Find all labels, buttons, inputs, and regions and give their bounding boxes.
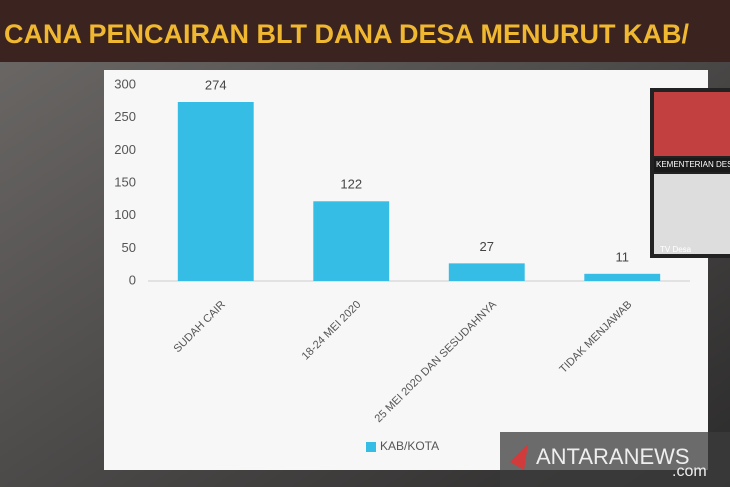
watermark-text: ANTARANEWS bbox=[536, 444, 690, 469]
value-label: 122 bbox=[340, 177, 362, 192]
value-label: 11 bbox=[616, 249, 630, 264]
inset-caption: KEMENTERIAN DES bbox=[656, 160, 730, 169]
inset-slide bbox=[654, 174, 730, 254]
bar bbox=[177, 101, 254, 281]
inset-channel: TV Desa bbox=[660, 245, 692, 254]
value-label: 27 bbox=[480, 239, 494, 254]
value-label: 274 bbox=[205, 77, 227, 92]
y-tick-label: 150 bbox=[114, 174, 136, 189]
legend-label: KAB/KOTA bbox=[380, 439, 439, 453]
inset-bar bbox=[654, 158, 730, 172]
y-tick-label: 0 bbox=[129, 272, 136, 287]
y-tick-label: 300 bbox=[114, 76, 136, 91]
watermark: ANTARANEWS .com bbox=[500, 432, 730, 487]
bar bbox=[448, 263, 525, 281]
watermark-logo bbox=[510, 444, 528, 470]
y-tick-label: 100 bbox=[114, 207, 136, 222]
inset-video: KEMENTERIAN DES TV Desa bbox=[650, 88, 730, 258]
bar bbox=[584, 273, 661, 281]
y-tick-label: 50 bbox=[122, 240, 136, 255]
watermark-suffix: .com bbox=[672, 463, 707, 480]
bar bbox=[313, 201, 390, 281]
y-tick-label: 250 bbox=[114, 109, 136, 124]
title-banner bbox=[0, 0, 730, 62]
y-tick-label: 200 bbox=[114, 142, 136, 157]
chart-title: CANA PENCAIRAN BLT DANA DESA MENURUT KAB… bbox=[4, 19, 689, 49]
watermark-box bbox=[500, 432, 730, 487]
legend-swatch bbox=[366, 442, 376, 452]
inset-image bbox=[654, 92, 730, 156]
